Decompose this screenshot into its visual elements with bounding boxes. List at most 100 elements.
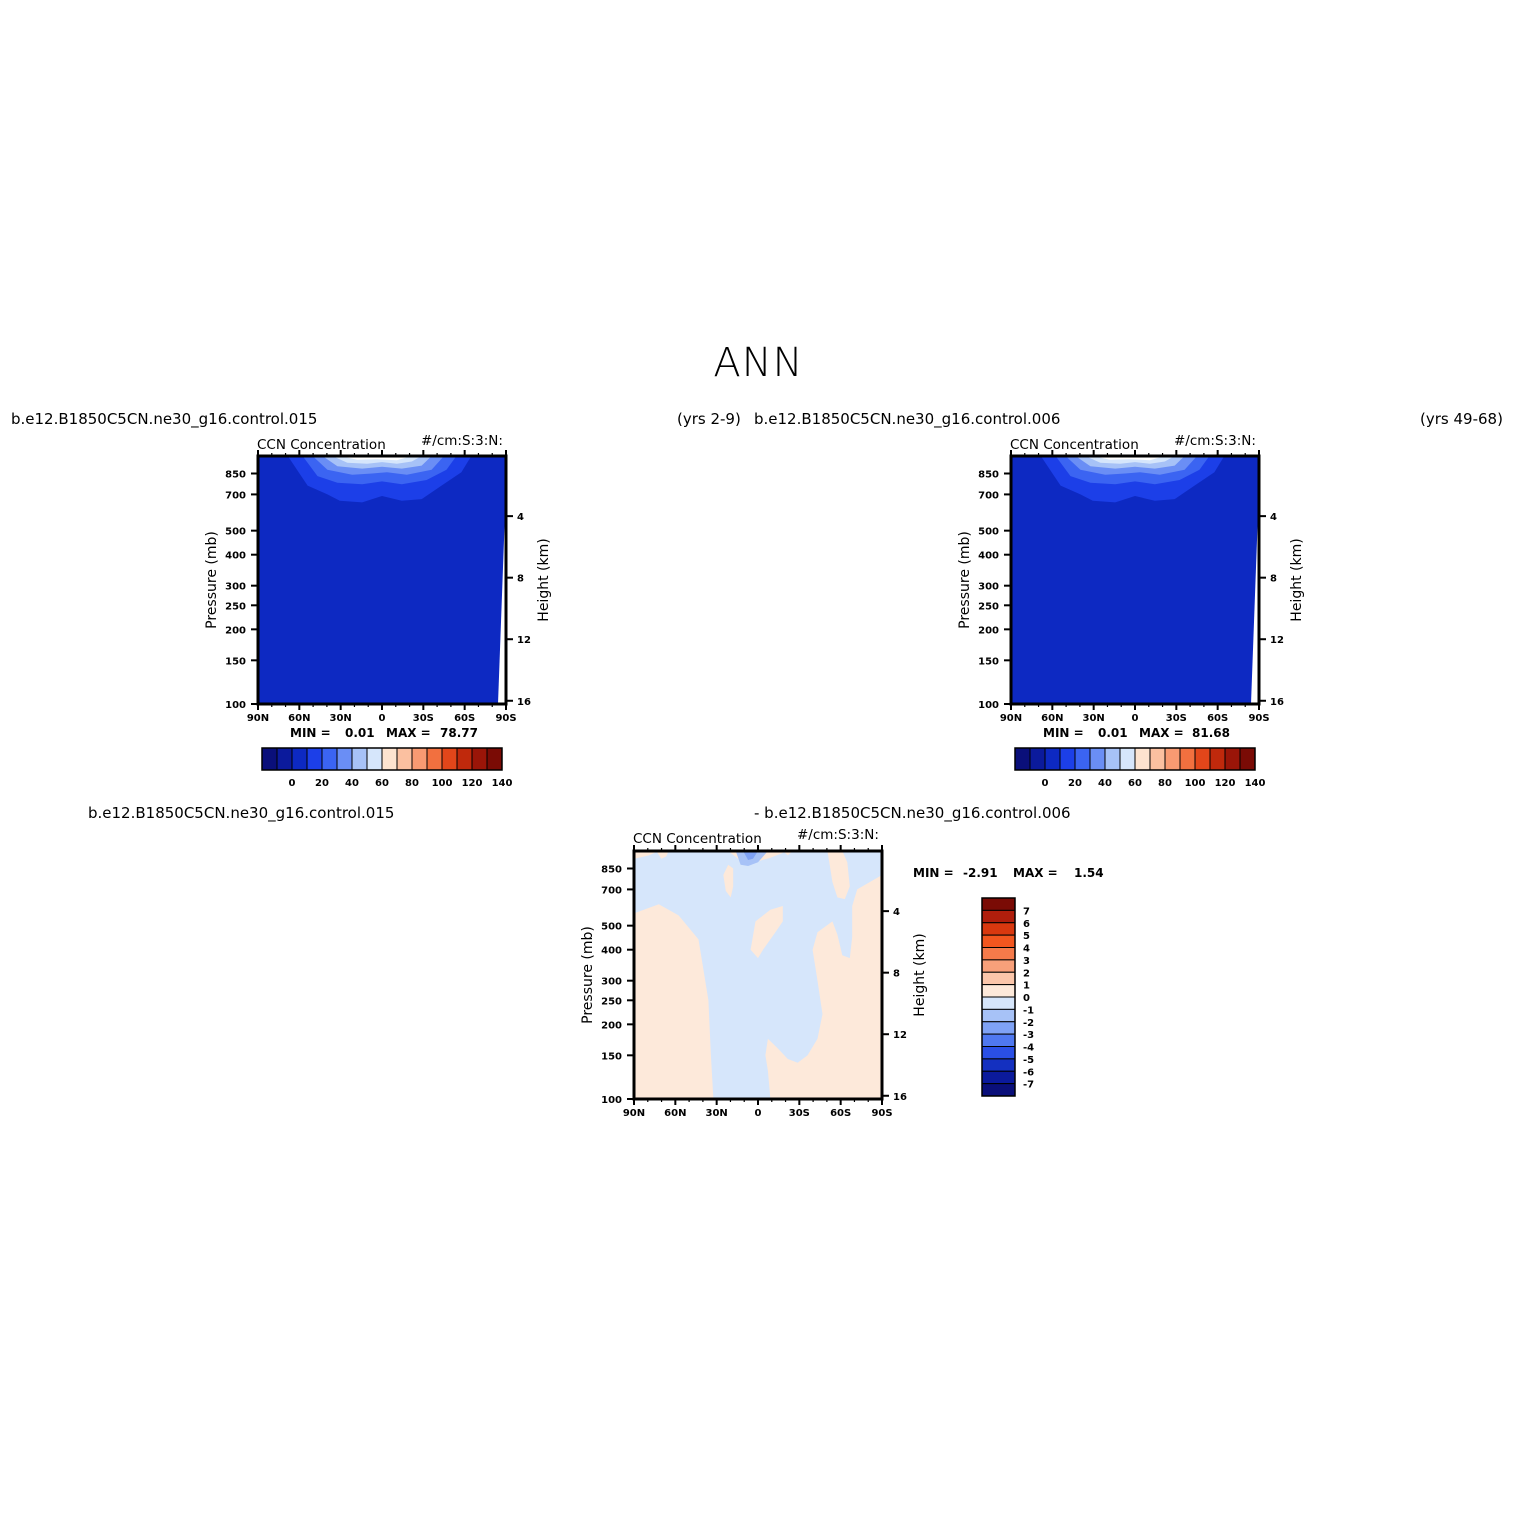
panel1-ytick-label: 300: [225, 582, 246, 593]
panel1-colorbar-label: 120: [462, 778, 483, 789]
panel3-colorbar-label: -3: [1023, 1030, 1034, 1041]
panel3-ytick-label: 300: [601, 977, 622, 988]
panel3-ytick-label: 850: [601, 865, 622, 876]
panel1-field: [258, 456, 506, 704]
panel3-ytick-label: 250: [601, 996, 622, 1007]
panel1-ytick-label: 850: [225, 470, 246, 481]
panel2-colorbar-box: [1014, 747, 1031, 771]
panel2-ylabel: Pressure (mb): [957, 531, 973, 629]
panel3-colorbar-box: [981, 1083, 1016, 1097]
panel1-ytick-label: 500: [225, 527, 246, 538]
panel1-ytick-label: 250: [225, 601, 246, 612]
panel1-colorbar-box: [426, 747, 443, 771]
panel1-contour-plot: 90N 60N 30N 0 30S 60S 90S100150200250300400500…: [204, 450, 552, 789]
panel3-ytick-label: 400: [601, 946, 622, 957]
panel1-colorbar-label: 140: [492, 778, 513, 789]
panel3-colorbar-label: 3: [1023, 956, 1030, 967]
panel1-colorbar-box: [456, 747, 473, 771]
panel1-xtick-label: 30N: [330, 713, 352, 724]
panel2-min-label: MIN =: [1043, 726, 1084, 740]
panel3-ytick-right-label: 4: [893, 907, 900, 918]
panel2-variable-label: CCN Concentration: [1010, 437, 1139, 453]
panel3-caption-right: - b.e12.B1850C5CN.ne30_g16.control.006: [754, 804, 1071, 822]
panel3-ytick-label: 500: [601, 922, 622, 933]
panel3-ytick-label: 200: [601, 1020, 622, 1031]
panel3-colorbar-box: [981, 996, 1016, 1010]
panel1-colorbar-label: 0: [289, 778, 296, 789]
panel2-colorbar-label: 140: [1245, 778, 1266, 789]
panel3-min-value: -2.91: [963, 866, 998, 880]
panel1-ylabel: Pressure (mb): [204, 531, 220, 629]
panel1-xtick-label: 30S: [413, 713, 434, 724]
panel1-xtick-label: 90N: [247, 713, 269, 724]
panel1-xtick-label: 60N: [288, 713, 310, 724]
panel2-background-field: [1011, 456, 1259, 704]
panel3-ytick-right-label: 12: [893, 1030, 907, 1041]
panel3-negative-region: [634, 851, 882, 1099]
panel1-ytick-right-label: 8: [517, 574, 524, 585]
panel3-xtick-label: 60S: [830, 1108, 851, 1119]
panel2-ytick-label: 100: [978, 700, 999, 711]
panel2-colorbar-box: [1164, 747, 1181, 771]
panel3-frame: [632, 849, 884, 1101]
panel3-colorbar-label: 6: [1023, 919, 1030, 930]
panel3-xtick-label: 90N: [623, 1108, 645, 1119]
panel1-ytick-right-label: 4: [517, 512, 524, 523]
panel3-positive-island-2: [723, 864, 734, 898]
panel2-ytick-right-label: 12: [1270, 635, 1284, 646]
panel2-colorbar-box: [1089, 747, 1106, 771]
panel2-colorbar-box: [1194, 747, 1211, 771]
panel2-ytick-right-label: 16: [1270, 697, 1284, 708]
panel1-colorbar-box: [306, 747, 323, 771]
panel3-colorbar-box: [981, 1058, 1016, 1072]
panel2-ytick-label: 200: [978, 625, 999, 636]
panel3-colorbar-box: [981, 1008, 1016, 1023]
panel3-variable-label: CCN Concentration: [633, 831, 762, 847]
panel1-colorbar-box: [441, 747, 458, 771]
panel2-xtick-label: 0: [1132, 713, 1139, 724]
panel1-xtick-label: 60S: [454, 713, 475, 724]
panel3-colorbar-label: -6: [1023, 1067, 1034, 1078]
panel1-ytick-label: 150: [225, 656, 246, 667]
panel2-ytick-label: 850: [978, 470, 999, 481]
panel3-ytick-right-label: 16: [893, 1092, 907, 1103]
panel2-colorbar-box: [1029, 747, 1046, 771]
panel2-colorbar-label: 20: [1068, 778, 1082, 789]
panel3-colorbar-box: [981, 1046, 1016, 1060]
panel3-colorbar-label: 1: [1023, 981, 1030, 992]
panel3-colorbar-label: 5: [1023, 931, 1030, 942]
panel2-colorbar-label: 0: [1042, 778, 1049, 789]
panel2-min-value: 0.01: [1098, 726, 1128, 740]
panel3-colorbar-box: [981, 922, 1016, 936]
panel2-colorbar-box: [1134, 747, 1151, 771]
panel2-xtick-label: 60S: [1207, 713, 1228, 724]
panel1-ytick-label: 700: [225, 490, 246, 501]
panel1-ytick-label: 200: [225, 625, 246, 636]
panel2-ytick-label: 700: [978, 490, 999, 501]
panel1-colorbar-box: [336, 747, 353, 771]
panel2-ytick-label: 150: [978, 656, 999, 667]
panel1-variable-label: CCN Concentration: [257, 437, 386, 453]
panel3-xtick-label: 60N: [664, 1108, 686, 1119]
panel3-ytick-right-label: 8: [893, 969, 900, 980]
panel3-ylabel-right: Height (km): [912, 933, 928, 1016]
panel2-colorbar-box: [1179, 747, 1196, 771]
panel1-units-label: #/cm:S:3:N:: [421, 433, 503, 449]
panel1-colorbar-label: 100: [432, 778, 453, 789]
panel2-colorbar-box: [1224, 747, 1241, 771]
panel2-xtick-label: 30S: [1166, 713, 1187, 724]
panel3-colorbar-label: -5: [1023, 1055, 1034, 1066]
panel2-frame: [1009, 454, 1261, 706]
panel1-min-value: 0.01: [345, 726, 375, 740]
panel3-colorbar-box: [981, 947, 1016, 961]
panel2-ytick-label: 400: [978, 551, 999, 562]
panel3-colorbar-box: [981, 1021, 1016, 1035]
panel3-colorbar-label: -1: [1023, 1005, 1034, 1016]
panel1-colorbar-frame: [261, 747, 503, 771]
panel2-colorbar-label: 120: [1215, 778, 1236, 789]
panel3-caption-left: b.e12.B1850C5CN.ne30_g16.control.015: [88, 804, 395, 822]
panel3-colorbar-box: [981, 897, 1016, 911]
panel3-colorbar-box: [981, 1033, 1016, 1047]
panel1-colorbar-box: [351, 747, 368, 771]
panel2-contour-plot: 90N 60N 30N 0 30S 60S 90S100150200250300400500…: [957, 450, 1305, 789]
